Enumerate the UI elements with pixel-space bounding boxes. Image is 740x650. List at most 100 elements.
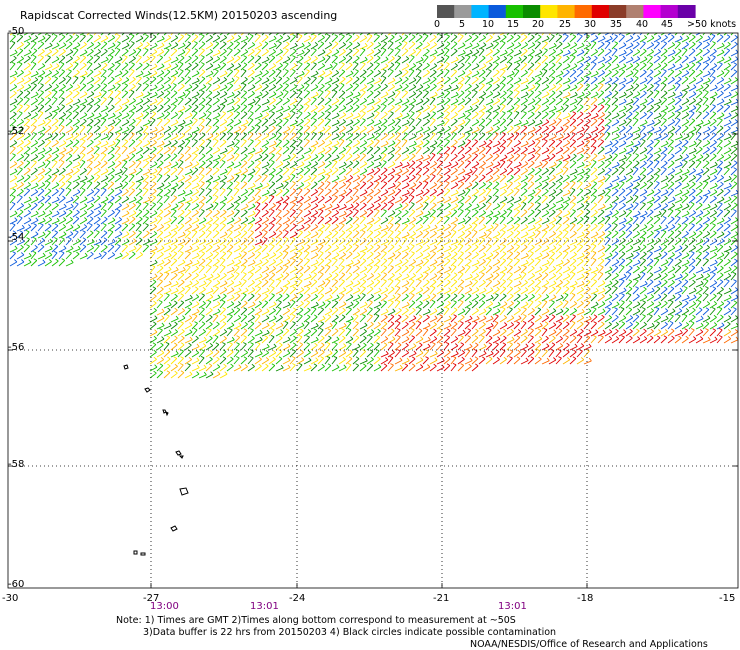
wind-barb-flag (280, 161, 284, 165)
wind-barb (37, 43, 45, 50)
wind-barb-flag (613, 82, 618, 86)
wind-barb (464, 77, 471, 85)
wind-barb-flag (631, 29, 633, 32)
wind-barb-flag (243, 160, 248, 164)
wind-barb-flag (375, 111, 380, 114)
wind-barb (135, 84, 142, 92)
wind-barb-flag (476, 119, 480, 123)
wind-barb-flag (616, 182, 620, 186)
wind-barb-flag (313, 174, 317, 177)
wind-barb (688, 150, 697, 155)
wind-barb-flag (235, 181, 240, 184)
wind-barb-flag (159, 188, 164, 191)
wind-barb (233, 175, 240, 183)
wind-barb-flag (132, 105, 137, 109)
wind-barb (443, 87, 452, 92)
wind-barb (681, 100, 690, 106)
wind-barb-flag (483, 42, 487, 46)
wind-barb-flag (272, 146, 276, 150)
wind-barb (324, 127, 332, 134)
wind-barb (135, 77, 142, 85)
wind-barb-flag (40, 104, 45, 107)
wind-barb (576, 155, 584, 162)
wind-barb (128, 107, 137, 113)
wind-barb-flag (531, 153, 535, 157)
wind-barb-flag (293, 48, 297, 52)
wind-barb (387, 42, 394, 50)
wind-barb-flag (566, 146, 570, 150)
wind-barb-flag (19, 97, 24, 100)
wind-barb-flag (322, 161, 326, 165)
wind-barb-flag (460, 146, 465, 150)
wind-barb-flag (355, 97, 360, 101)
wind-barb-flag (14, 49, 18, 53)
wind-barb-flag (109, 54, 114, 58)
wind-barb (709, 185, 718, 190)
wind-barb-flag (469, 168, 473, 173)
wind-barb-flag (609, 35, 613, 39)
wind-barb (9, 120, 17, 127)
wind-barb (632, 51, 641, 57)
wind-barb (478, 98, 485, 106)
wind-barb-flag (47, 34, 51, 37)
wind-barb-flag (273, 28, 276, 30)
wind-barb-flag (733, 181, 738, 184)
wind-barb-flag (74, 47, 79, 51)
wind-barb-flag (102, 152, 107, 156)
wind-barb (268, 161, 275, 169)
wind-barb-flag (538, 125, 542, 129)
wind-barb-flag (412, 174, 416, 178)
wind-barb (394, 148, 402, 155)
wind-barb-flag (371, 98, 375, 102)
wind-barb-flag (426, 139, 430, 143)
wind-barb-flag (516, 62, 521, 66)
wind-barb-flag (271, 181, 276, 184)
wind-barb (429, 52, 438, 57)
wind-barb-flag (644, 119, 648, 123)
wind-barb (170, 105, 177, 113)
wind-barb-flag (166, 97, 171, 101)
wind-barb-flag (138, 139, 143, 143)
wind-barb (562, 177, 570, 183)
wind-barb (583, 163, 592, 169)
wind-barb-flag (356, 182, 360, 186)
wind-barb (135, 128, 144, 134)
wind-barb-flag (489, 139, 493, 143)
wind-barb (639, 42, 646, 50)
wind-barb-flag (279, 174, 283, 178)
wind-barb-flag (145, 111, 150, 114)
wind-barb (163, 99, 171, 106)
wind-barb (156, 33, 161, 36)
wind-barb (373, 128, 382, 134)
wind-barb-flag (693, 56, 697, 60)
wind-barb (443, 176, 451, 183)
wind-barb-flag (713, 146, 717, 150)
wind-barb (184, 86, 193, 92)
wind-barb (541, 79, 549, 85)
wind-barb (730, 93, 738, 99)
wind-barb (646, 78, 654, 85)
wind-barb-flag (501, 40, 506, 44)
wind-barb (688, 133, 695, 141)
wind-barb-flag (496, 48, 500, 52)
wind-barb-flag (516, 167, 521, 171)
wind-barb-flag (524, 69, 528, 73)
wind-barb (128, 133, 135, 141)
wind-barb-flag (692, 97, 697, 102)
wind-barb-flag (686, 63, 690, 67)
wind-barb (534, 148, 542, 155)
wind-barb (289, 45, 298, 50)
wind-barb-flag (243, 181, 248, 184)
wind-barb-flag (29, 29, 31, 32)
wind-barb-flag (510, 125, 514, 129)
wind-barb (345, 64, 353, 71)
wind-barb-flag (537, 188, 542, 191)
wind-barb-flag (42, 35, 46, 39)
wind-barb-flag (230, 111, 234, 115)
wind-barb (324, 66, 333, 71)
wind-barb-flag (658, 98, 662, 102)
wind-barb (205, 126, 212, 134)
wind-barb-flag (588, 42, 592, 46)
wind-barb-flag (196, 77, 200, 81)
wind-barb-flag (293, 84, 297, 88)
